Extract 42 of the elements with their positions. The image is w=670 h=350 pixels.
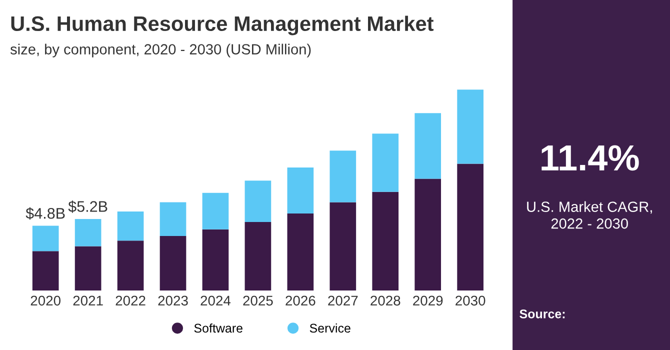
- bar: [160, 236, 186, 290]
- bar: [117, 212, 144, 241]
- x-tick-label: 2026: [286, 296, 316, 306]
- x-tick-label: 2029: [413, 296, 443, 306]
- bar: [202, 192, 229, 230]
- chart-title: U.S. Human Resource Management Market: [11, 16, 434, 36]
- x-tick-label: 2020: [30, 296, 60, 306]
- bar: [32, 226, 59, 252]
- bar: [414, 178, 442, 290]
- annotation: $5.2B: [68, 200, 108, 213]
- x-tick-label: 2022: [116, 296, 146, 306]
- x-tick-label: 2021: [73, 296, 103, 306]
- x-tick-label: 2027: [328, 296, 358, 306]
- source-note: Source:: [520, 310, 565, 318]
- bar: [160, 202, 186, 236]
- x-tick-label: 2025: [243, 296, 273, 306]
- bar: [244, 180, 272, 222]
- chart-subtitle: size, by component, 2020 - 2030 (USD Million): [10, 44, 311, 58]
- legend-label: Service: [310, 323, 350, 333]
- bar: [117, 240, 144, 290]
- bar: [372, 192, 399, 290]
- bar: [287, 214, 314, 290]
- text: U.S. Market CAGR, 2022 - 2030: [527, 201, 652, 229]
- bar: [74, 246, 102, 290]
- bar: [457, 90, 484, 164]
- bar: [414, 113, 442, 179]
- bar: [330, 202, 356, 290]
- bar: [74, 218, 102, 246]
- x-tick-label: 2024: [200, 296, 231, 306]
- annotation: $4.8B: [26, 207, 65, 220]
- bar: [202, 229, 229, 290]
- bar: [372, 134, 399, 192]
- legend-label: Software: [194, 323, 242, 333]
- x-tick-label: 2030: [456, 296, 486, 306]
- x-tick-label: 2028: [370, 296, 400, 306]
- bar: [457, 164, 484, 290]
- bar: [244, 222, 272, 290]
- bar: [32, 251, 59, 290]
- x-tick-label: 2023: [158, 296, 188, 306]
- text: 11.4%: [542, 145, 639, 171]
- bar: [287, 168, 314, 214]
- bar: [330, 150, 356, 202]
